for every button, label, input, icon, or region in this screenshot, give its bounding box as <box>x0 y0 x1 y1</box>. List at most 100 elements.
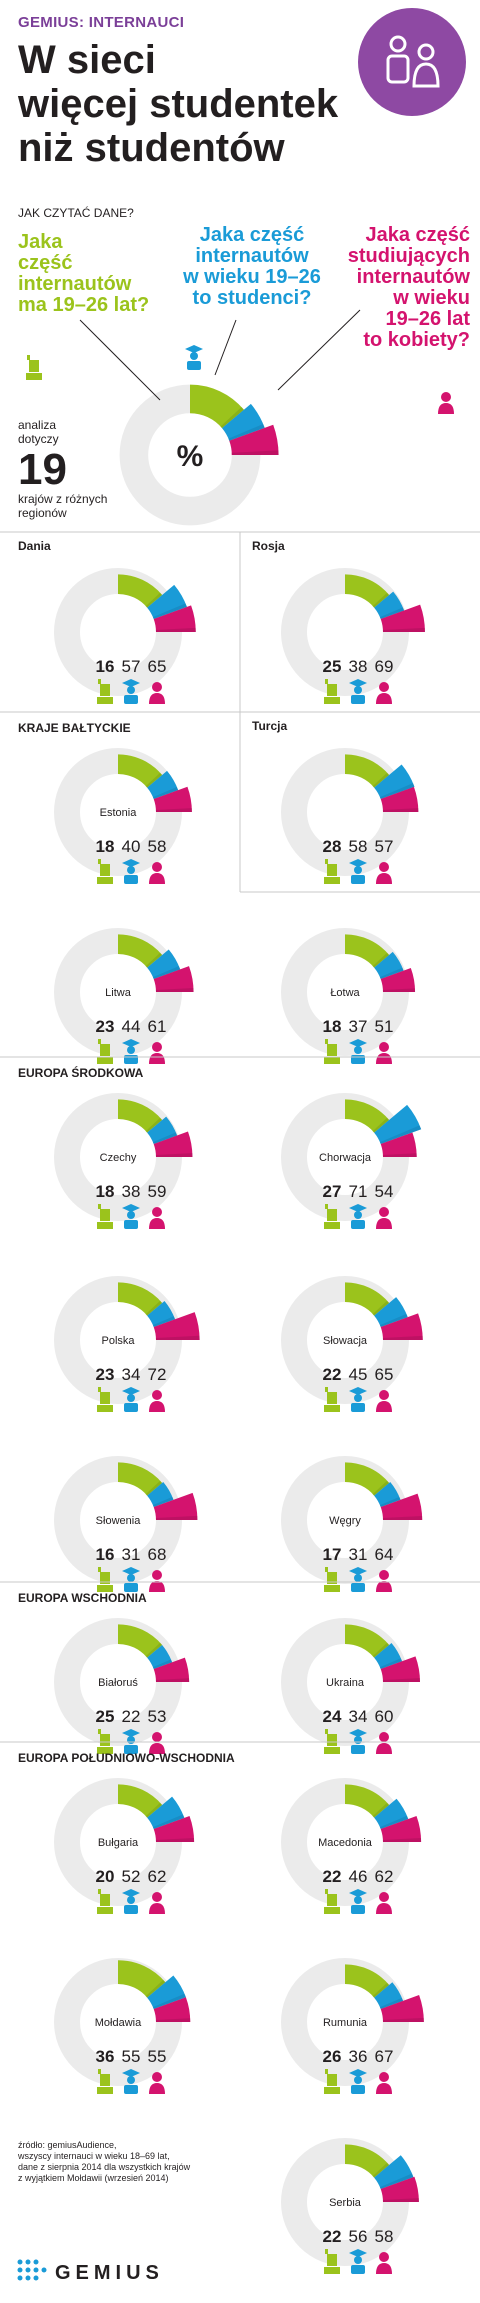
woman-icon <box>376 2072 392 2094</box>
women-bar-shade <box>382 627 425 632</box>
country-chart <box>54 568 196 696</box>
age-bar <box>190 384 244 429</box>
value-label: 22 <box>323 2227 342 2246</box>
women-bar <box>380 1313 423 1340</box>
value-label: 62 <box>375 1867 394 1886</box>
women-bar <box>153 966 194 992</box>
age-bar <box>118 1624 163 1658</box>
page-title: W sieci więcej studentek niż studentów <box>18 38 358 170</box>
age-bar-shade <box>372 1982 390 1998</box>
value-label: 23 <box>96 1017 115 1036</box>
woman-icon <box>149 1042 165 1064</box>
value-label: 22 <box>323 1867 342 1886</box>
value-label: 55 <box>148 2047 167 2066</box>
age-bar <box>345 1624 390 1658</box>
value-label: 38 <box>349 657 368 676</box>
people-icon <box>358 8 466 116</box>
pointer-line <box>214 319 237 376</box>
women-bar <box>153 1997 191 2022</box>
age-bar-shade <box>372 1300 390 1316</box>
women-bar <box>380 2176 419 2202</box>
country-label: Serbia <box>329 2197 362 2209</box>
country-chart <box>281 1618 420 1746</box>
age-bar <box>345 2144 390 2178</box>
value-label: 36 <box>96 2047 115 2066</box>
person-icon <box>97 1567 113 1592</box>
age-bar-shade <box>145 1979 166 1998</box>
students-bar-shade <box>152 1659 173 1670</box>
country-chart <box>54 1276 200 1404</box>
age-bar-shade <box>220 406 244 429</box>
age-bar-shade <box>145 592 163 608</box>
women-bar <box>153 1815 195 1842</box>
graduate-icon <box>122 1204 140 1229</box>
students-bar-shade <box>379 1125 422 1145</box>
woman-icon <box>149 1207 165 1229</box>
age-bar-shade <box>372 1117 390 1133</box>
inner-disk <box>81 955 155 1029</box>
value-label: 57 <box>122 657 141 676</box>
country-label: Rumunia <box>323 2017 368 2029</box>
value-label: 54 <box>375 1182 394 1201</box>
age-bar <box>118 574 163 608</box>
country-chart <box>281 1778 422 1906</box>
person-icon <box>97 1204 113 1229</box>
value-label: 28 <box>323 837 342 856</box>
person-icon <box>324 2069 340 2094</box>
inner-disk <box>308 1645 382 1719</box>
women-bar <box>380 1995 424 2022</box>
value-label: 24 <box>323 1707 342 1726</box>
women-bar <box>229 424 279 455</box>
age-bar-shade <box>145 952 163 968</box>
country-chart <box>54 1456 198 1584</box>
students-bar-shade <box>379 1658 403 1670</box>
woman-icon <box>376 862 392 884</box>
students-bar-shade <box>152 603 187 620</box>
women-bar <box>153 1131 193 1157</box>
woman-icon <box>149 682 165 704</box>
country-label: Estonia <box>100 807 138 819</box>
value-label: 31 <box>122 1545 141 1564</box>
woman-icon <box>376 1207 392 1229</box>
graduate-icon <box>349 679 367 704</box>
country-chart <box>281 1093 422 1221</box>
analysis-line: dotyczy <box>18 432 59 446</box>
analysis-after-label: krajów z różnych regionów <box>18 492 107 520</box>
country-chart <box>281 2138 419 2266</box>
person-icon <box>324 2249 340 2274</box>
country-label: Węgry <box>329 1515 361 1527</box>
q2-line: internautów <box>195 245 309 267</box>
value-label: 46 <box>349 1867 368 1886</box>
inner-disk <box>81 1483 155 1557</box>
value-label: 64 <box>375 1545 394 1564</box>
country-label: Białoruś <box>98 1677 138 1689</box>
inner-disk <box>81 1120 155 1194</box>
age-bar-shade <box>145 772 163 788</box>
country-chart <box>281 928 416 1056</box>
age-bar-shade <box>372 2162 390 2178</box>
country-label: Polska <box>101 1335 135 1347</box>
graduate-icon <box>349 1387 367 1412</box>
person-icon <box>97 1387 113 1412</box>
value-label: 65 <box>375 1365 394 1384</box>
graduate-icon <box>349 859 367 884</box>
inner-disk <box>81 775 155 849</box>
age-bar-shade <box>145 1300 163 1316</box>
title-line-3: niż studentów <box>18 126 285 170</box>
value-label: 34 <box>349 1707 368 1726</box>
value-label: 60 <box>375 1707 394 1726</box>
country-label: Czechy <box>100 1152 137 1164</box>
women-bar <box>380 968 416 992</box>
country-chart <box>54 1093 193 1221</box>
students-bar-shade <box>152 966 181 980</box>
title-line-1: W sieci <box>18 38 156 82</box>
women-bar <box>380 1132 417 1157</box>
country-label: Ukraina <box>326 1677 365 1689</box>
students-bar-shade <box>152 786 179 800</box>
women-bar-shade <box>231 450 279 455</box>
person-icon <box>97 859 113 884</box>
q1-line: część <box>18 252 73 274</box>
students-bar-shade <box>379 783 415 800</box>
person-icon <box>97 679 113 704</box>
